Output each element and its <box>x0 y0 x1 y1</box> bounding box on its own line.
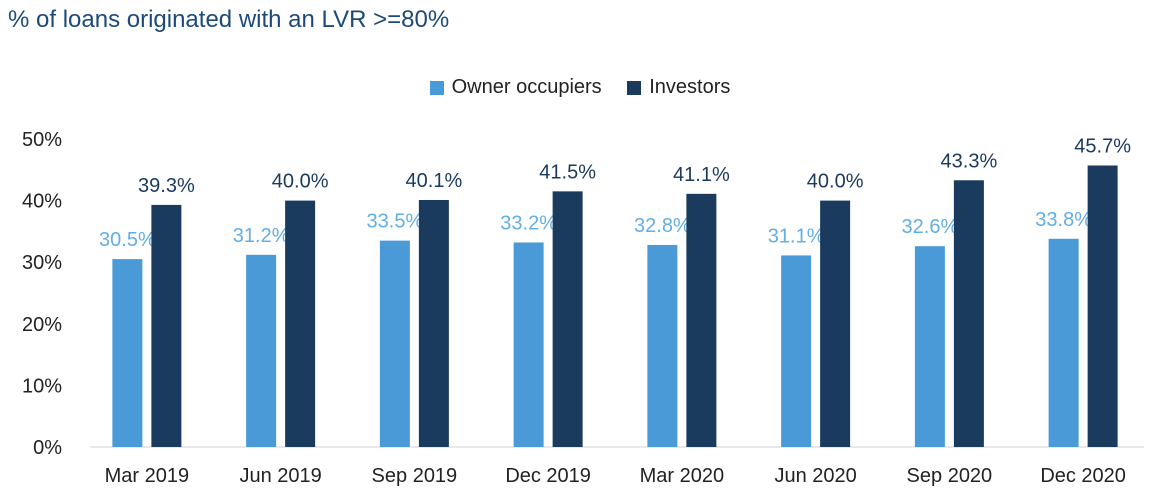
data-label-owner-occupiers: 31.1% <box>768 225 825 247</box>
x-tick-label: Dec 2019 <box>505 465 591 487</box>
y-tick-label: 0% <box>33 437 62 459</box>
bar-owner-occupiers <box>246 254 277 447</box>
bar-owner-occupiers <box>1048 238 1079 447</box>
x-tick-label: Dec 2020 <box>1040 465 1126 487</box>
bar-investors <box>285 200 316 447</box>
data-label-investors: 45.7% <box>1074 135 1131 157</box>
data-label-owner-occupiers: 31.2% <box>233 225 290 247</box>
x-tick-label: Jun 2020 <box>774 465 856 487</box>
bar-owner-occupiers <box>513 242 544 447</box>
y-tick-label: 10% <box>22 375 62 397</box>
bar-investors <box>1087 165 1118 447</box>
legend-swatch-owner-occupiers <box>429 80 444 95</box>
bar-owner-occupiers <box>781 255 812 447</box>
data-label-owner-occupiers: 30.5% <box>99 229 156 251</box>
data-label-investors: 43.3% <box>941 150 998 172</box>
data-label-investors: 41.1% <box>673 164 730 186</box>
data-label-owner-occupiers: 33.5% <box>367 211 424 233</box>
data-label-investors: 39.3% <box>138 175 195 197</box>
bar-investors <box>686 193 717 447</box>
y-tick-label: 50% <box>22 129 62 151</box>
y-tick-label: 30% <box>22 252 62 274</box>
legend-item-owner-occupiers: Owner occupiers <box>429 76 602 99</box>
bar-investors <box>552 191 583 447</box>
chart-title: % of loans originated with an LVR >=80% <box>8 6 450 33</box>
bar-investors <box>820 200 851 447</box>
y-tick-label: 20% <box>22 314 62 336</box>
bar-owner-occupiers <box>379 240 410 447</box>
bar-investors <box>151 204 182 447</box>
bar-owner-occupiers <box>647 244 678 447</box>
x-tick-label: Jun 2019 <box>239 465 321 487</box>
data-label-investors: 40.0% <box>272 171 329 193</box>
x-tick-label: Sep 2019 <box>372 465 458 487</box>
y-tick-label: 40% <box>22 191 62 213</box>
data-label-owner-occupiers: 32.8% <box>634 215 691 237</box>
bar-investors <box>418 199 449 447</box>
data-label-investors: 40.1% <box>406 170 463 192</box>
legend-swatch-investors <box>627 80 642 95</box>
data-label-owner-occupiers: 33.2% <box>500 212 557 234</box>
data-label-investors: 41.5% <box>539 161 596 183</box>
legend-label-owner-occupiers: Owner occupiers <box>451 76 602 98</box>
legend-label-investors: Investors <box>649 76 731 98</box>
x-tick-label: Mar 2020 <box>640 465 725 487</box>
data-label-investors: 40.0% <box>807 171 864 193</box>
data-label-owner-occupiers: 32.6% <box>902 216 959 238</box>
x-tick-label: Mar 2019 <box>105 465 190 487</box>
bar-investors <box>953 180 984 447</box>
x-tick-label: Sep 2020 <box>907 465 993 487</box>
bar-owner-occupiers <box>112 259 143 447</box>
chart-legend: Owner occupiers Investors <box>0 76 1160 101</box>
legend-item-investors: Investors <box>627 76 730 99</box>
bar-owner-occupiers <box>914 246 945 447</box>
data-label-owner-occupiers: 33.8% <box>1035 209 1092 231</box>
